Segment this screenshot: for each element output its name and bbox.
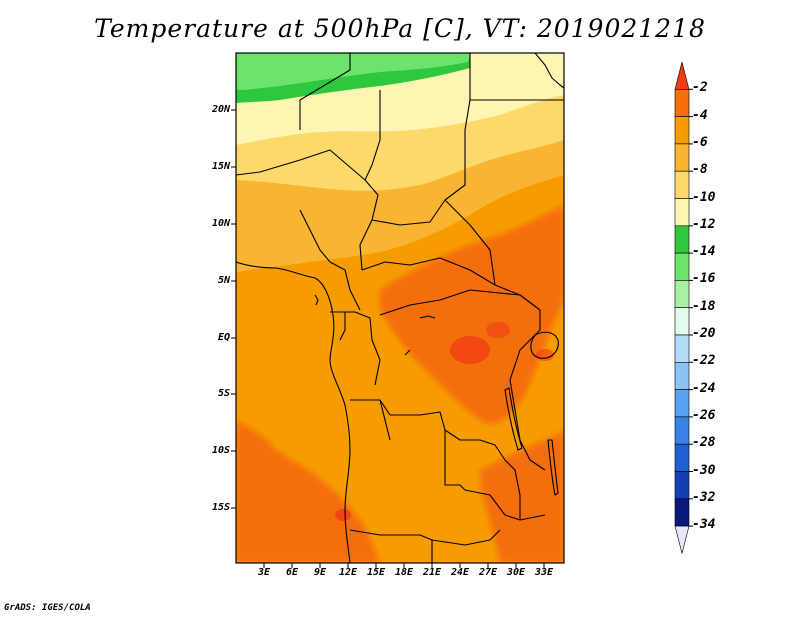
colorbar-segment xyxy=(674,143,690,172)
lon-label: 6E xyxy=(285,567,299,578)
lon-label: 18E xyxy=(394,567,414,578)
colorbar-segment xyxy=(674,307,690,336)
colorbar-label: -6 xyxy=(692,134,708,150)
colorbar-segment xyxy=(674,416,690,445)
colorbar-label: -30 xyxy=(692,462,716,478)
field-band-2 xyxy=(236,205,564,563)
y-ticks xyxy=(231,109,236,509)
map-title: Temperature at 500hPa [C], VT: 201902121… xyxy=(94,14,706,43)
lon-label: 21E xyxy=(422,567,442,578)
lat-label: 5N xyxy=(217,275,230,286)
lat-label: 15S xyxy=(211,502,230,513)
lon-label: 15E xyxy=(366,567,386,578)
colorbar-segment xyxy=(674,334,690,363)
country-borders xyxy=(236,53,564,563)
colorbar-segment xyxy=(674,498,690,527)
lon-label: 12E xyxy=(338,567,358,578)
colorbar-label: -10 xyxy=(692,189,716,205)
grads-credit: GrADS: IGES/COLA xyxy=(4,603,91,613)
colorbar-segment xyxy=(674,252,690,281)
colorbar-label: -12 xyxy=(692,216,716,232)
lon-label: 33E xyxy=(534,567,554,578)
colorbar-segment xyxy=(674,361,690,390)
colorbar-label: -24 xyxy=(692,380,716,396)
colorbar-label: -32 xyxy=(692,489,716,505)
colorbar-label: -26 xyxy=(692,407,716,423)
lon-label: 3E xyxy=(257,567,271,578)
colorbar-label: -8 xyxy=(692,162,708,178)
lat-label: 10S xyxy=(211,445,230,456)
colorbar xyxy=(674,61,693,554)
colorbar-label: -14 xyxy=(692,244,716,260)
field-hotspots xyxy=(335,322,554,521)
colorbar-segment xyxy=(674,89,690,117)
colorbar-segment xyxy=(674,198,690,227)
colorbar-segment xyxy=(674,116,690,145)
colorbar-segment xyxy=(674,471,690,500)
lat-label: EQ xyxy=(217,332,230,343)
field-band-14 xyxy=(236,53,470,90)
colorbar-label: -22 xyxy=(692,353,716,369)
colorbar-label: -2 xyxy=(692,80,708,96)
lon-label: 9E xyxy=(313,567,327,578)
colorbar-segment xyxy=(674,225,690,254)
lon-label: 24E xyxy=(450,567,470,578)
colorbar-label: -34 xyxy=(692,517,716,533)
lon-label: 27E xyxy=(478,567,498,578)
colorbar-label: -28 xyxy=(692,435,716,451)
colorbar-segment xyxy=(674,389,690,418)
lat-label: 5S xyxy=(217,388,230,399)
colorbar-label: -18 xyxy=(692,298,716,314)
colorbar-segment xyxy=(674,280,690,308)
colorbar-label: -16 xyxy=(692,271,716,287)
lon-label: 30E xyxy=(506,567,526,578)
colorbar-segment xyxy=(674,443,690,472)
colorbar-segment xyxy=(674,525,690,554)
lat-label: 15N xyxy=(211,161,230,172)
colorbar-segment xyxy=(674,170,690,199)
colorbar-label: -20 xyxy=(692,326,716,341)
colorbar-label: -4 xyxy=(692,107,708,123)
lat-label: 10N xyxy=(211,218,230,229)
lat-label: 20N xyxy=(211,104,230,115)
map-frame xyxy=(235,52,565,564)
colorbar-segment xyxy=(674,61,690,90)
x-ticks xyxy=(263,563,545,568)
